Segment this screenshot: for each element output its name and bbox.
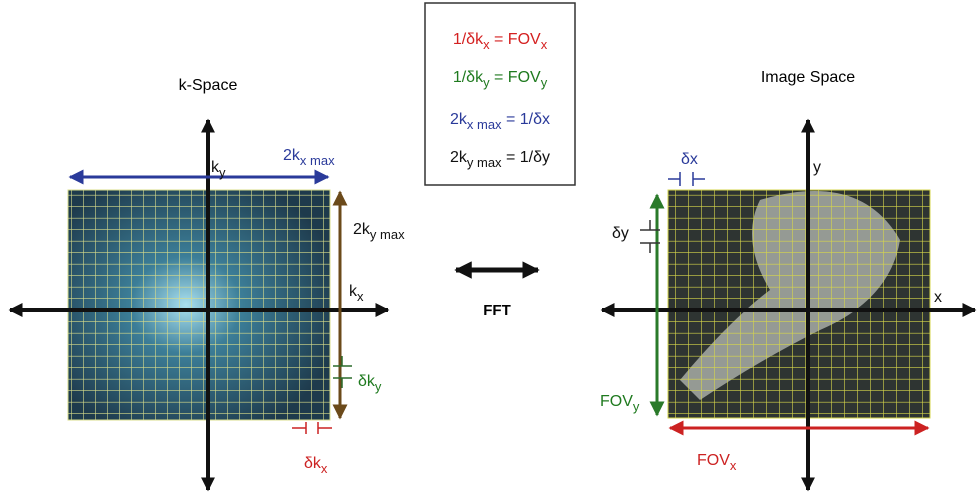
image-grid: [668, 190, 930, 418]
text: 2k: [283, 147, 301, 164]
subscript: x: [541, 37, 548, 52]
text: 2k: [353, 221, 371, 238]
label: δky: [358, 373, 382, 394]
label: δy: [612, 225, 629, 242]
dky-marker: [333, 356, 352, 388]
text: δk: [304, 455, 322, 472]
dkx-marker: [292, 422, 332, 434]
text: FOV: [697, 452, 730, 469]
text: 1/δk: [453, 31, 484, 48]
k-space-grid: [68, 190, 330, 420]
text: δk: [358, 373, 376, 390]
text: x: [934, 289, 942, 306]
text: y: [813, 159, 821, 176]
text: δx: [681, 151, 698, 168]
text: = 1/δy: [502, 149, 550, 166]
dx-marker: [668, 172, 705, 186]
subscript: x: [357, 289, 364, 304]
text: = FOV: [490, 69, 541, 86]
subscript: y: [375, 379, 382, 394]
text: 2k: [450, 111, 468, 128]
subscript: y: [541, 75, 548, 90]
label: FFT: [483, 302, 511, 319]
text: = 1/δx: [502, 111, 550, 128]
text: = FOV: [490, 31, 541, 48]
subscript: x: [321, 461, 328, 476]
label: δx: [681, 151, 698, 168]
label: y: [813, 159, 821, 176]
subscript: y: [633, 399, 640, 414]
subscript: y: [219, 165, 226, 180]
text: FOV: [600, 393, 633, 410]
label: kx: [349, 283, 364, 304]
label: 2ky max: [353, 221, 405, 242]
subscript: y max: [467, 155, 502, 170]
label: δkx: [304, 455, 328, 476]
subscript: x max: [467, 117, 502, 132]
subscript: x max: [300, 153, 335, 168]
label: Image Space: [761, 69, 855, 86]
label: x: [934, 289, 942, 306]
text: 2k: [450, 149, 468, 166]
subscript: x: [730, 458, 737, 473]
label: k-Space: [179, 77, 238, 94]
diagram: k-SpaceImage SpaceFFT1/δkx = FOVx1/δky =…: [0, 0, 979, 498]
text: 1/δk: [453, 69, 484, 86]
label: FOVx: [697, 452, 737, 473]
text: δy: [612, 225, 629, 242]
label: 2kx max: [283, 147, 335, 168]
subscript: y max: [370, 227, 405, 242]
label: FOVy: [600, 393, 640, 414]
